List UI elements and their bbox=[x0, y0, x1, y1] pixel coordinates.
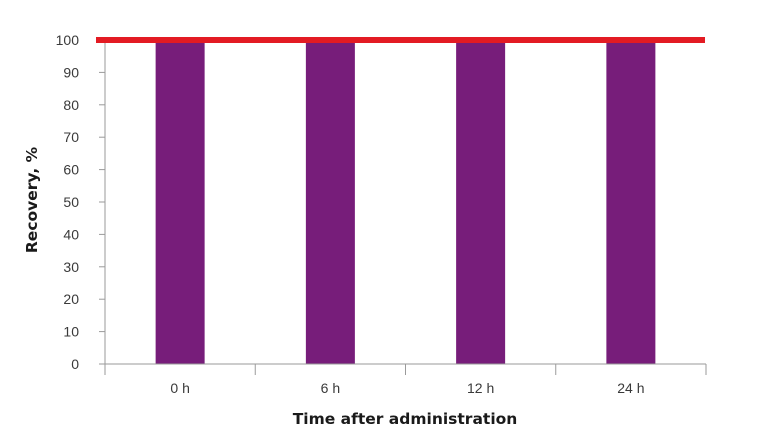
y-axis-title: Recovery, % bbox=[23, 146, 41, 253]
x-axis-ticks: 0 h 6 h 12 h 24 h bbox=[104, 364, 707, 396]
y-tick-label: 0 bbox=[71, 356, 79, 372]
y-tick-label: 100 bbox=[56, 32, 80, 48]
y-tick-label: 80 bbox=[63, 97, 79, 113]
y-tick-label: 50 bbox=[63, 194, 79, 210]
x-tick-label: 24 h bbox=[617, 380, 644, 396]
bar bbox=[155, 40, 205, 364]
x-tick-label: 6 h bbox=[321, 380, 340, 396]
y-tick-label: 10 bbox=[63, 324, 79, 340]
bar bbox=[606, 40, 656, 364]
x-tick-label: 0 h bbox=[170, 380, 189, 396]
y-tick-label: 60 bbox=[63, 162, 79, 178]
x-tick-label: 12 h bbox=[467, 380, 494, 396]
bar bbox=[305, 40, 355, 364]
y-axis-ticks: 0 10 20 30 40 50 60 70 80 90 100 bbox=[56, 32, 105, 372]
y-tick-label: 30 bbox=[63, 259, 79, 275]
x-axis-title: Time after administration bbox=[293, 410, 518, 428]
y-tick-label: 20 bbox=[63, 291, 79, 307]
bars bbox=[155, 40, 656, 364]
y-tick-label: 70 bbox=[63, 129, 79, 145]
y-tick-label: 40 bbox=[63, 226, 79, 242]
bar bbox=[456, 40, 506, 364]
y-tick-label: 90 bbox=[63, 64, 79, 80]
